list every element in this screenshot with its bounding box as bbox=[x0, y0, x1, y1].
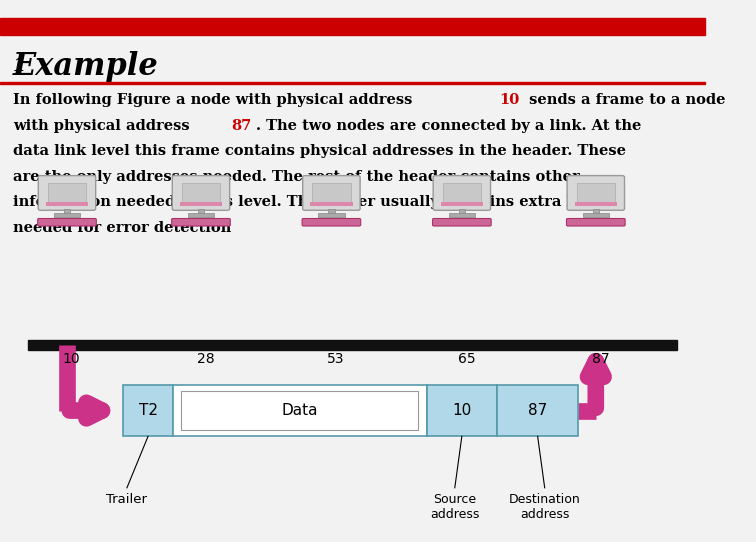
Text: with physical address: with physical address bbox=[13, 119, 194, 133]
Text: Data: Data bbox=[281, 403, 318, 418]
Text: 10: 10 bbox=[452, 403, 472, 418]
Bar bbox=[575, 202, 617, 206]
FancyBboxPatch shape bbox=[567, 176, 624, 210]
FancyBboxPatch shape bbox=[302, 176, 360, 210]
Bar bbox=[54, 213, 80, 217]
Text: 87: 87 bbox=[231, 119, 252, 133]
Text: 87: 87 bbox=[592, 352, 609, 366]
FancyBboxPatch shape bbox=[38, 218, 96, 226]
Bar bbox=[64, 209, 70, 213]
Text: 28: 28 bbox=[197, 352, 215, 366]
FancyBboxPatch shape bbox=[39, 176, 96, 210]
Text: 10: 10 bbox=[63, 352, 80, 366]
Bar bbox=[583, 213, 609, 217]
Text: are the only addresses needed. The rest of the header contains other: are the only addresses needed. The rest … bbox=[13, 170, 579, 184]
Text: data link level this frame contains physical addresses in the header. These: data link level this frame contains phys… bbox=[13, 144, 626, 158]
Bar bbox=[48, 183, 86, 202]
Bar bbox=[180, 202, 222, 206]
Bar bbox=[448, 213, 475, 217]
Text: In following Figure a node with physical address: In following Figure a node with physical… bbox=[13, 93, 417, 107]
Bar bbox=[328, 209, 335, 213]
Bar bbox=[0, 82, 705, 84]
Bar bbox=[443, 183, 481, 202]
Bar bbox=[181, 391, 418, 430]
Bar bbox=[45, 202, 88, 206]
Text: Trailer: Trailer bbox=[107, 493, 147, 506]
Text: needed for error detection: needed for error detection bbox=[13, 221, 231, 235]
Text: 53: 53 bbox=[327, 352, 345, 366]
Bar bbox=[593, 209, 599, 213]
Bar bbox=[198, 209, 204, 213]
FancyBboxPatch shape bbox=[433, 176, 491, 210]
Bar bbox=[28, 340, 677, 350]
FancyBboxPatch shape bbox=[566, 218, 625, 226]
Text: Example: Example bbox=[13, 51, 159, 82]
FancyBboxPatch shape bbox=[172, 176, 230, 210]
Bar bbox=[318, 213, 345, 217]
Bar bbox=[123, 385, 173, 436]
Bar bbox=[173, 385, 426, 436]
Text: . The two nodes are connected by a link. At the: . The two nodes are connected by a link.… bbox=[256, 119, 641, 133]
Bar bbox=[0, 18, 705, 35]
Bar bbox=[312, 183, 351, 202]
Text: 87: 87 bbox=[528, 403, 547, 418]
Bar bbox=[497, 385, 578, 436]
Bar bbox=[441, 202, 483, 206]
Bar bbox=[426, 385, 497, 436]
Bar bbox=[577, 183, 615, 202]
Bar bbox=[187, 213, 214, 217]
Text: 1: 1 bbox=[13, 57, 26, 75]
Text: Source
address: Source address bbox=[430, 493, 479, 521]
Text: 65: 65 bbox=[457, 352, 476, 366]
FancyBboxPatch shape bbox=[302, 218, 361, 226]
Text: Destination
address: Destination address bbox=[509, 493, 581, 521]
Text: 10: 10 bbox=[500, 93, 519, 107]
FancyBboxPatch shape bbox=[172, 218, 231, 226]
FancyBboxPatch shape bbox=[432, 218, 491, 226]
Text: T2: T2 bbox=[138, 403, 157, 418]
Bar bbox=[310, 202, 352, 206]
Bar bbox=[459, 209, 465, 213]
Text: information needed at this level. The trailer usually contains extra bits: information needed at this level. The tr… bbox=[13, 195, 597, 209]
Bar bbox=[181, 183, 220, 202]
Text: sends a frame to a node: sends a frame to a node bbox=[524, 93, 725, 107]
